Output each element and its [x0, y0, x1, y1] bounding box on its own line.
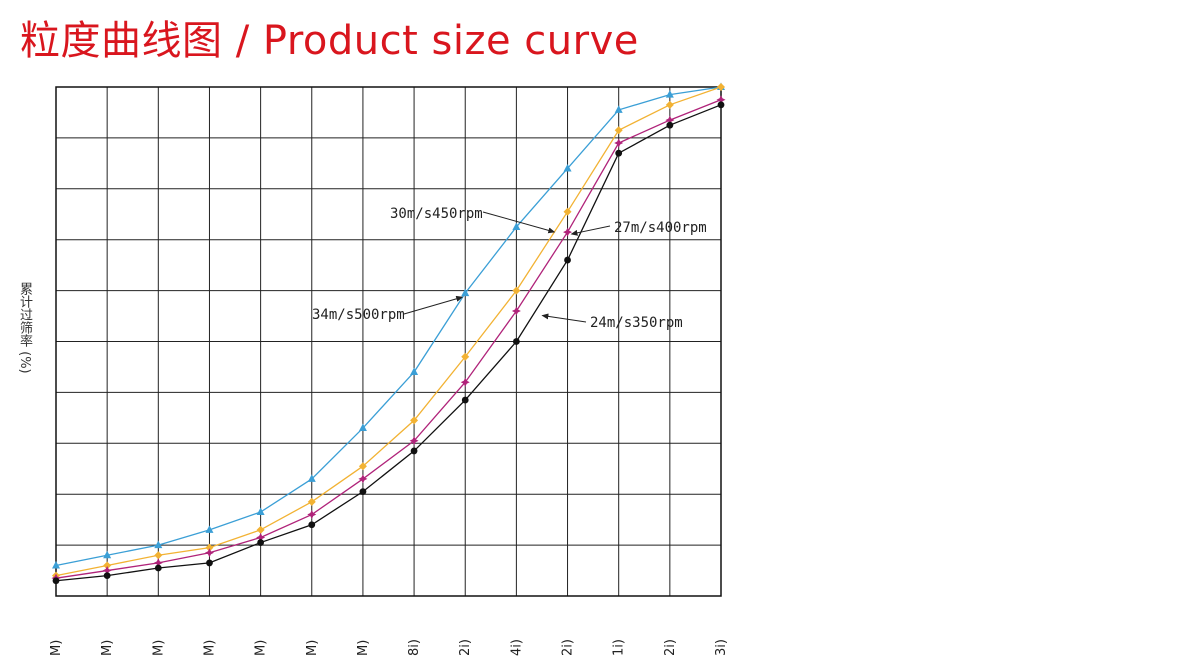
data-point [665, 100, 674, 109]
data-point [358, 423, 367, 432]
data-point [716, 95, 726, 105]
data-point [205, 525, 214, 533]
data-point [409, 436, 419, 446]
annotation-leader [570, 225, 611, 236]
data-point [512, 338, 520, 345]
data-point [153, 558, 163, 568]
data-point [665, 90, 674, 98]
data-point [461, 288, 470, 297]
x-tick-label: 4i) [509, 639, 524, 656]
x-tick-label: 2i) [561, 639, 576, 656]
x-tick-label: M) [100, 640, 115, 656]
annotations: 30m/s450rpm 27m/s400rpm 34m/s500rpm 24m/s35… [312, 206, 707, 331]
chart-title-en: Product size curve [262, 18, 639, 64]
data-point [102, 566, 112, 576]
data-point [307, 510, 317, 520]
data-point [512, 222, 521, 230]
annotation-label: 34m/s500rpm [312, 307, 405, 323]
x-tick-label: M) [49, 640, 64, 656]
x-tick-label: 2i) [458, 639, 473, 656]
x-tick-labels: M) M) M) M) M) M) M) 8i) 2i) 4i) 2i) 1i) 2i) 3i) [49, 639, 729, 656]
data-point [154, 540, 163, 549]
chart-title: 粒度曲线图 / Product size curve [20, 8, 639, 66]
data-point [205, 543, 214, 552]
data-point [206, 559, 213, 567]
y-axis-label: 累计过筛率 (%) [17, 282, 32, 374]
series-line [55, 99, 722, 579]
data-point [461, 352, 470, 361]
data-point [512, 286, 521, 295]
data-point [256, 525, 265, 534]
grid [55, 86, 722, 597]
data-point [154, 564, 162, 572]
data-point [461, 396, 469, 404]
data-point [614, 126, 623, 135]
data-point [614, 138, 624, 148]
x-tick-label: 3i) [714, 639, 729, 656]
x-tick-label: M) [305, 640, 320, 656]
data-point [717, 83, 725, 91]
data-point [256, 532, 266, 542]
data-point [307, 497, 316, 506]
chart-title-cn: 粒度曲线图 [20, 18, 223, 64]
data-point [717, 101, 725, 109]
data-point [563, 227, 573, 237]
data-point [358, 474, 368, 484]
x-tick-label: 2i) [663, 639, 678, 656]
x-tick-label: M) [202, 640, 217, 656]
annotation-leader [482, 211, 556, 234]
data-point [308, 521, 316, 529]
x-tick-label: M) [254, 640, 269, 656]
plot-frame [55, 86, 722, 597]
data-point [564, 256, 571, 264]
series-markers [51, 82, 726, 585]
data-point [103, 561, 112, 570]
data-point [666, 121, 674, 129]
series-lines [55, 86, 722, 582]
data-point [257, 539, 265, 546]
data-point [615, 149, 623, 157]
data-point [563, 207, 572, 216]
data-point [256, 507, 265, 516]
data-point [410, 367, 419, 376]
data-point [103, 572, 111, 580]
data-point [410, 416, 419, 425]
annotation-label: 27m/s400rpm [614, 220, 707, 236]
data-point [358, 462, 367, 471]
data-point [103, 550, 112, 559]
data-point [307, 474, 316, 482]
data-point [359, 488, 367, 496]
series-line [55, 104, 722, 582]
x-tick-label: M) [356, 640, 371, 656]
data-point [204, 548, 214, 558]
chart-title-sep: / [235, 18, 250, 64]
series-line [55, 86, 722, 567]
data-point [154, 551, 163, 560]
annotation-label: 24m/s350rpm [590, 315, 683, 331]
annotation-leader [541, 313, 587, 323]
data-point [563, 163, 572, 172]
annotation-label: 30m/s450rpm [390, 206, 483, 222]
data-point [511, 306, 521, 316]
data-point [52, 560, 60, 569]
data-point [410, 447, 418, 455]
x-tick-label: 1i) [612, 639, 627, 656]
annotation-leader [403, 295, 464, 315]
data-point [665, 115, 675, 125]
data-point [52, 577, 60, 585]
x-tick-label: M) [151, 640, 166, 656]
data-point [614, 105, 623, 113]
x-tick-label: 8i) [407, 639, 422, 656]
series-line [55, 86, 722, 577]
data-point [460, 377, 470, 387]
